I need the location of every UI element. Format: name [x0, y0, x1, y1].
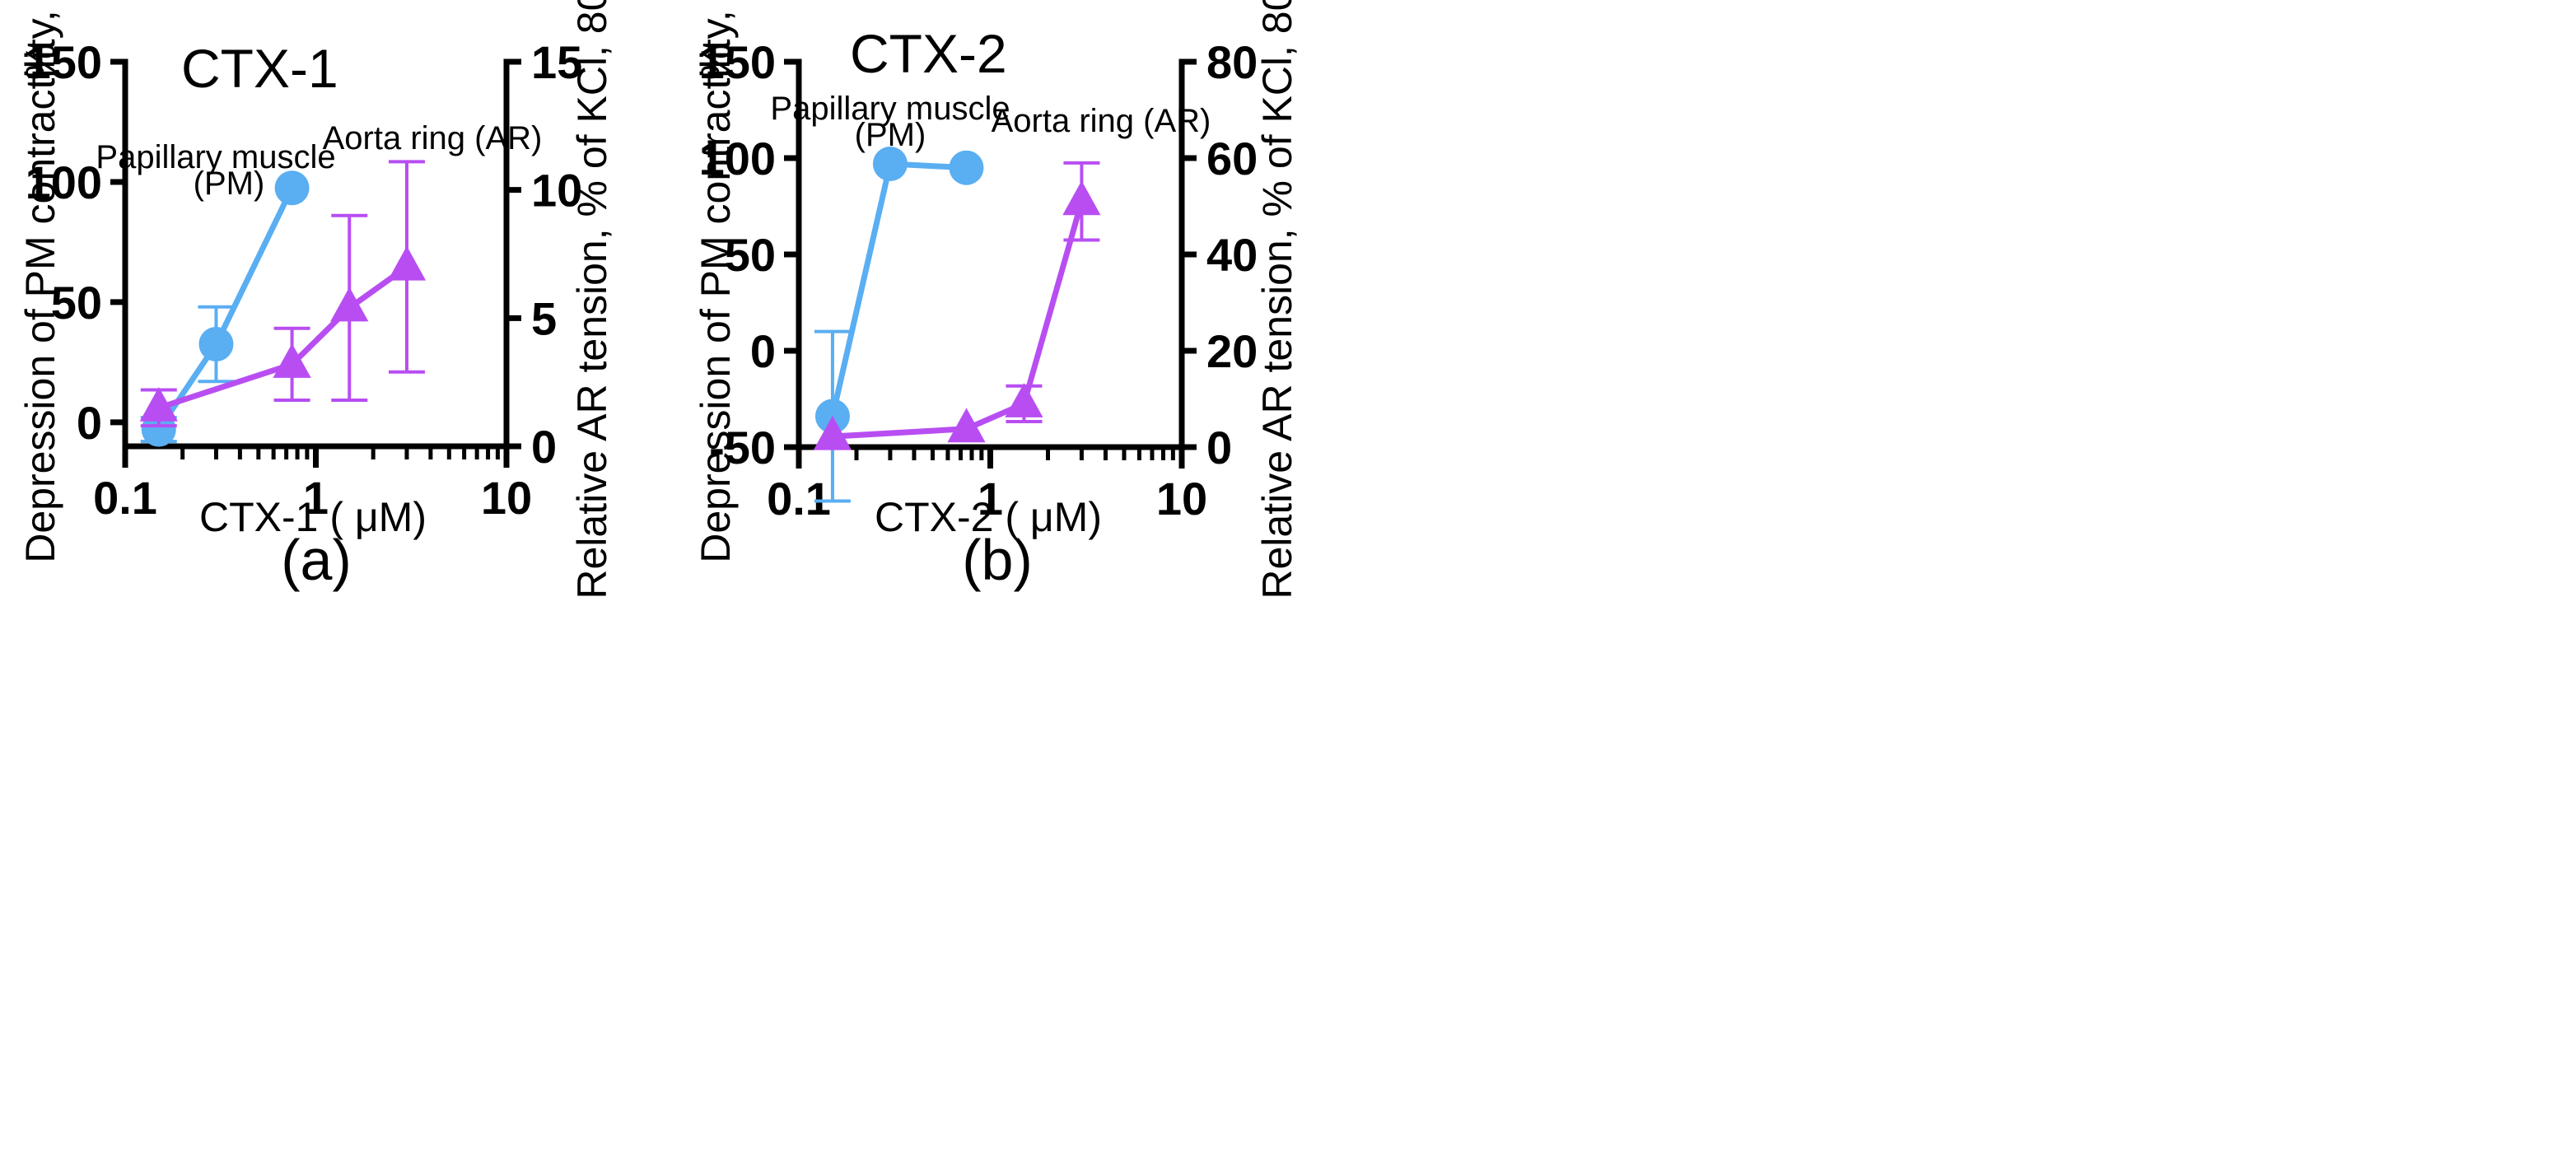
data-point-triangle	[273, 343, 311, 378]
data-point-circle	[949, 150, 984, 185]
y-right-tick-label: 0	[1206, 422, 1232, 473]
annotation-pm: Papillary muscle	[96, 139, 335, 175]
data-point-circle	[274, 170, 310, 206]
series-ar	[813, 161, 1101, 450]
y-left-tick-label: 50	[51, 277, 102, 329]
y-right-tick-label: 10	[531, 165, 582, 217]
data-point-triangle	[813, 415, 852, 450]
annotation-ar: Aorta ring (AR)	[323, 120, 543, 156]
series-ar	[139, 160, 427, 428]
annotation-ar: Aorta ring (AR)	[992, 103, 1211, 139]
y-right-tick-label: 40	[1206, 229, 1258, 281]
x-axis-title: CTX-1 ( μM)	[199, 494, 427, 540]
y-left-tick-label: 50	[725, 229, 776, 281]
x-tick-label: 10	[481, 472, 532, 524]
annotation-pm: Papillary muscle	[770, 91, 1010, 127]
panel-b: -50 0 50 100 150 0 20 40 60 80 0.1 1 10 CTX-2 Papillar…	[693, 0, 1300, 599]
x-tick-label: 0.1	[93, 472, 157, 524]
y-left-axis-unit: %	[17, 44, 63, 80]
data-point-triangle	[387, 245, 427, 281]
y-left-tick-label: 0	[750, 325, 776, 377]
x-tick-label: 1	[978, 473, 1003, 525]
series-line	[156, 186, 295, 431]
y-left-axis-unit: %	[693, 44, 739, 80]
y-right-tick-label: 5	[531, 292, 557, 344]
y-left-tick-label: -50	[709, 422, 776, 473]
annotation-pm: (PM)	[855, 117, 926, 153]
y-right-tick-label: 0	[531, 421, 557, 473]
x-tick-label: 0.1	[767, 473, 831, 525]
data-point-circle	[872, 147, 908, 182]
annotation-pm: (PM)	[194, 166, 265, 202]
x-axis-title: CTX-2 ( μM)	[875, 494, 1102, 540]
series-line	[157, 264, 409, 411]
y-left-tick-label: 150	[26, 36, 102, 88]
data-point-triangle	[139, 387, 178, 422]
x-tick-label: 10	[1156, 473, 1207, 525]
data-point-circle	[198, 326, 234, 361]
y-left-tick-label: 100	[26, 156, 102, 208]
x-tick-label: 1	[303, 472, 329, 524]
panel-label: (b)	[962, 528, 1033, 592]
y-left-axis-title: Depression of PM contractility,	[17, 10, 63, 563]
data-point-triangle	[947, 408, 986, 443]
data-point-triangle	[330, 287, 369, 322]
series-line	[832, 200, 1085, 440]
chart-title: CTX-2	[850, 23, 1007, 84]
y-left-axis-title: Depression of PM contractility,	[693, 10, 739, 563]
data-point-triangle	[1062, 180, 1101, 216]
chart-title: CTX-1	[181, 38, 338, 99]
y-right-tick-label: 15	[531, 36, 582, 88]
panel-label: (a)	[281, 528, 352, 592]
series-line	[829, 161, 967, 417]
y-left-tick-label: 100	[699, 133, 776, 184]
data-point-triangle	[1005, 383, 1043, 417]
panel-a: 0 50 100 150 0 5 10 15 0.1 1 10 CTX-1 Papillary musc…	[17, 0, 615, 599]
y-left-tick-label: 0	[77, 397, 102, 449]
y-right-axis-title: Relative AR tension, % of KCl, 80 mM	[1254, 0, 1300, 599]
y-right-tick-label: 20	[1206, 325, 1258, 377]
y-left-tick-label: 150	[699, 36, 776, 88]
y-right-tick-label: 80	[1206, 36, 1258, 88]
y-right-tick-label: 60	[1206, 133, 1258, 184]
y-right-axis-title: Relative AR tension, % of KCl, 80 mM	[569, 0, 615, 599]
